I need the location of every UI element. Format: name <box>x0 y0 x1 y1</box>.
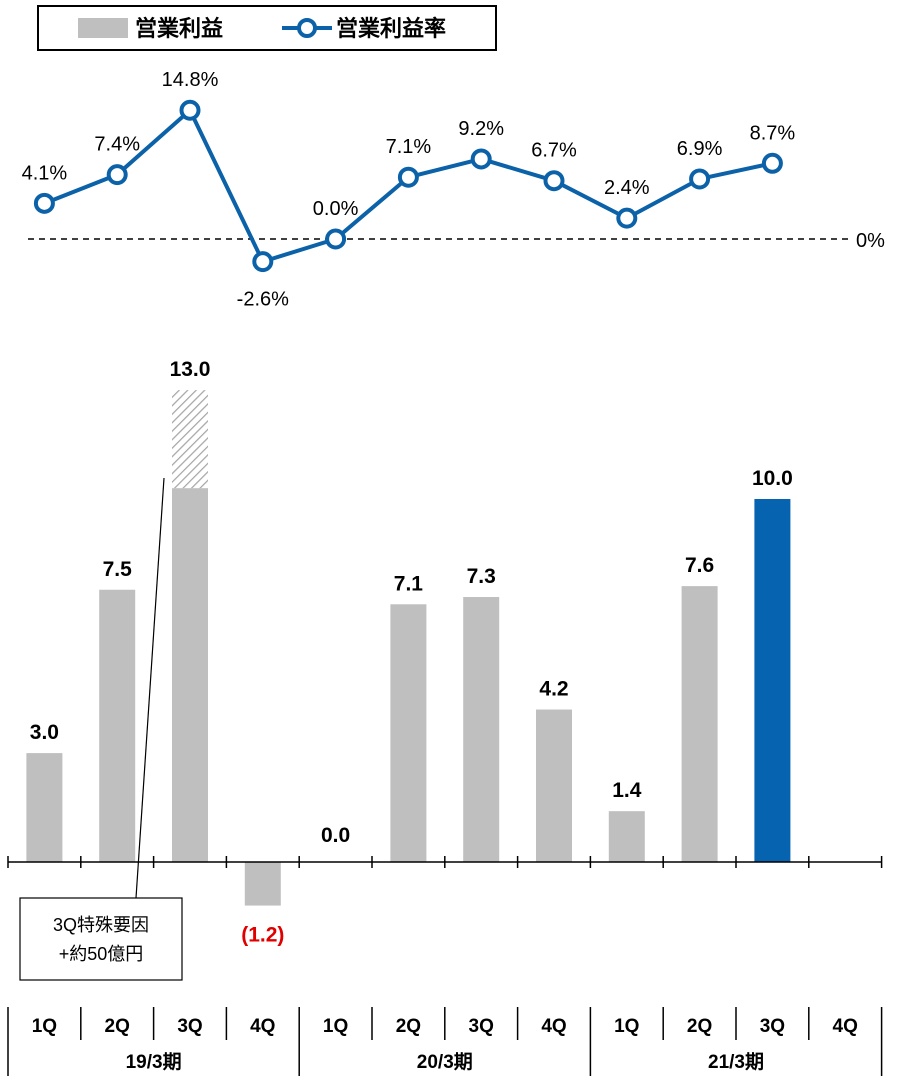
bar-6 <box>463 597 500 862</box>
bar-9 <box>681 586 718 862</box>
rate-point-8 <box>616 207 638 229</box>
fiscal-year-label-1: 20/3期 <box>417 1051 473 1073</box>
annotation-box <box>19 897 183 981</box>
annotation-line-2: +約50億円 <box>59 944 144 964</box>
rate-point-0 <box>33 192 55 214</box>
rate-point-7 <box>543 170 565 192</box>
bar-3 <box>244 862 281 906</box>
legend-bar-swatch <box>78 18 128 38</box>
rate-value-label-9: 6.9% <box>677 138 723 160</box>
x-tick-label-7: 4Q <box>541 1016 566 1037</box>
bar-0 <box>26 753 63 862</box>
special-factor-annotation: 3Q特殊要因 +約50億円 <box>19 477 183 981</box>
bar-1 <box>99 589 136 862</box>
bar-value-label-2: 13.0 <box>170 358 211 381</box>
x-tick-label-9: 2Q <box>687 1016 712 1037</box>
rate-line-chart: 0% 4.1% 7.4% 14.8% -2.6% 0.0% 7.1% 9.2% 6.7% 2.4… <box>22 69 886 310</box>
rate-value-label-3: -2.6% <box>237 289 289 311</box>
bar-value-label-0: 3.0 <box>30 721 59 744</box>
annotation-line-1: 3Q特殊要因 <box>53 915 149 935</box>
rate-value-label-4: 0.0% <box>313 198 359 220</box>
bar-7 <box>536 709 572 862</box>
legend: 営業利益 営業利益率 <box>37 5 497 51</box>
x-axis <box>7 856 883 868</box>
rate-value-label-2: 14.8% <box>162 69 219 91</box>
rate-point-1 <box>106 164 128 186</box>
legend-line-label: 営業利益率 <box>336 16 446 41</box>
bar-2 <box>172 488 208 862</box>
bar-value-label-7: 4.2 <box>539 678 568 701</box>
bar-8 <box>608 811 645 862</box>
bar-value-label-1: 7.5 <box>103 558 133 581</box>
bar-10 <box>754 499 791 862</box>
x-tick-label-0: 1Q <box>32 1016 57 1037</box>
profit-bar-chart: 3.0 7.5 13.0 (1.2) 0.0 7.1 7.3 4.2 1.4 7.6 10.0 <box>26 358 793 947</box>
bar-value-label-6: 7.3 <box>467 565 496 588</box>
zero-rate-reference-label: 0% <box>856 230 885 252</box>
category-table: 1Q 2Q 3Q 4Q 1Q 2Q 3Q 4Q 1Q 2Q 3Q 4Q 19/3期 20/3期 21/3期 <box>7 1007 883 1076</box>
rate-value-label-1: 7.4% <box>94 134 140 156</box>
x-tick-label-3: 4Q <box>250 1016 275 1037</box>
bar-5 <box>390 604 427 862</box>
bar-special-portion-2 <box>172 390 208 489</box>
rate-value-label-10: 8.7% <box>750 122 796 144</box>
bar-value-label-3: (1.2) <box>241 924 284 947</box>
x-tick-label-1: 2Q <box>105 1016 130 1037</box>
rate-value-label-7: 6.7% <box>531 140 577 162</box>
rate-value-label-5: 7.1% <box>386 136 432 158</box>
x-tick-label-4: 1Q <box>323 1016 348 1037</box>
x-tick-label-5: 2Q <box>396 1016 421 1037</box>
bar-value-label-10: 10.0 <box>752 467 793 490</box>
bar-value-label-9: 7.6 <box>685 554 714 577</box>
rate-point-9 <box>689 168 711 190</box>
legend-line-marker <box>297 18 317 38</box>
rate-value-label-8: 2.4% <box>604 177 650 199</box>
legend-bar-label: 営業利益 <box>135 16 223 41</box>
rate-point-6 <box>470 148 492 170</box>
bar-value-label-4: 0.0 <box>321 824 350 847</box>
bar-value-label-5: 7.1 <box>394 572 424 595</box>
x-tick-label-11: 4Q <box>833 1016 858 1037</box>
x-tick-label-2: 3Q <box>177 1016 202 1037</box>
x-tick-label-6: 3Q <box>469 1016 494 1037</box>
annotation-leader-line <box>135 477 165 899</box>
x-tick-label-10: 3Q <box>760 1016 785 1037</box>
rate-point-4 <box>325 228 347 250</box>
rate-point-3 <box>252 251 274 273</box>
fiscal-year-label-2: 21/3期 <box>708 1051 764 1073</box>
rate-point-2 <box>179 99 201 121</box>
bar-value-label-8: 1.4 <box>612 779 642 802</box>
fiscal-year-label-0: 19/3期 <box>126 1051 182 1073</box>
x-tick-label-8: 1Q <box>614 1016 639 1037</box>
rate-point-5 <box>397 166 419 188</box>
rate-point-10 <box>761 152 783 174</box>
rate-value-label-6: 9.2% <box>458 118 504 140</box>
rate-value-label-0: 4.1% <box>22 162 68 184</box>
